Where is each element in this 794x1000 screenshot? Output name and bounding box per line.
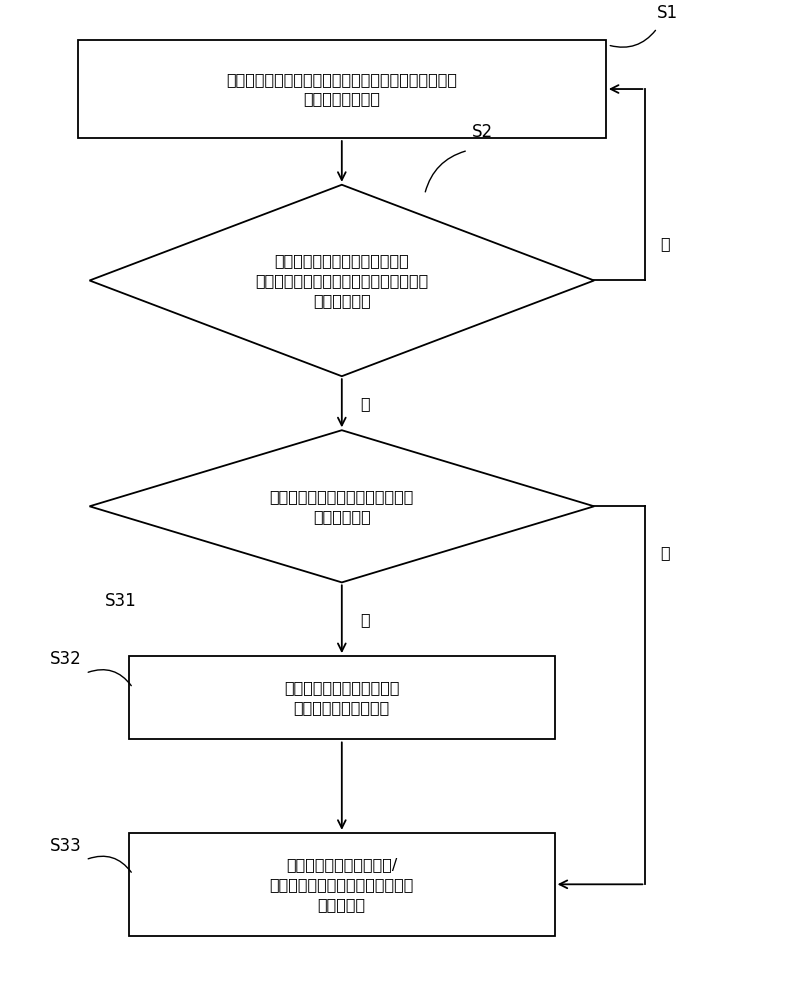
Text: 接收传感器实时检测的胶囊内窥镜在生物腔体内的位置
与姿态的传感信号: 接收传感器实时检测的胶囊内窥镜在生物腔体内的位置 与姿态的传感信号 [226,72,457,106]
Text: S32: S32 [50,650,82,668]
Text: 是: 是 [661,546,670,561]
Text: 在胶囊内窥镜的运动过程中，根
据传感信号判断胶囊内窥镜在运动过程中
是否受到阻碍: 在胶囊内窥镜的运动过程中，根 据传感信号判断胶囊内窥镜在运动过程中 是否受到阻碍 [255,253,429,308]
Bar [78,40,606,138]
Text: 控制外部磁体运动，以调整
胶囊内窥镜至竖立状态: 控制外部磁体运动，以调整 胶囊内窥镜至竖立状态 [284,680,399,715]
Text: 是: 是 [360,396,370,411]
Text: 否: 否 [360,612,370,627]
Bar [129,833,555,936]
Text: 否: 否 [661,236,670,251]
Text: S31: S31 [106,592,137,610]
Text: S33: S33 [50,837,82,855]
Bar [129,656,555,739]
Polygon shape [90,430,594,582]
Polygon shape [90,185,594,376]
Text: S1: S1 [657,4,678,22]
Text: 控制外部磁体进行翻转和/
或平移运动，以驱动胶囊内窥镜绕
障碍物翻转: 控制外部磁体进行翻转和/ 或平移运动，以驱动胶囊内窥镜绕 障碍物翻转 [270,857,414,912]
Text: S2: S2 [472,123,493,141]
Text: 根据传感信号判断胶囊内窥镜是否
处于竖立状态: 根据传感信号判断胶囊内窥镜是否 处于竖立状态 [270,489,414,524]
